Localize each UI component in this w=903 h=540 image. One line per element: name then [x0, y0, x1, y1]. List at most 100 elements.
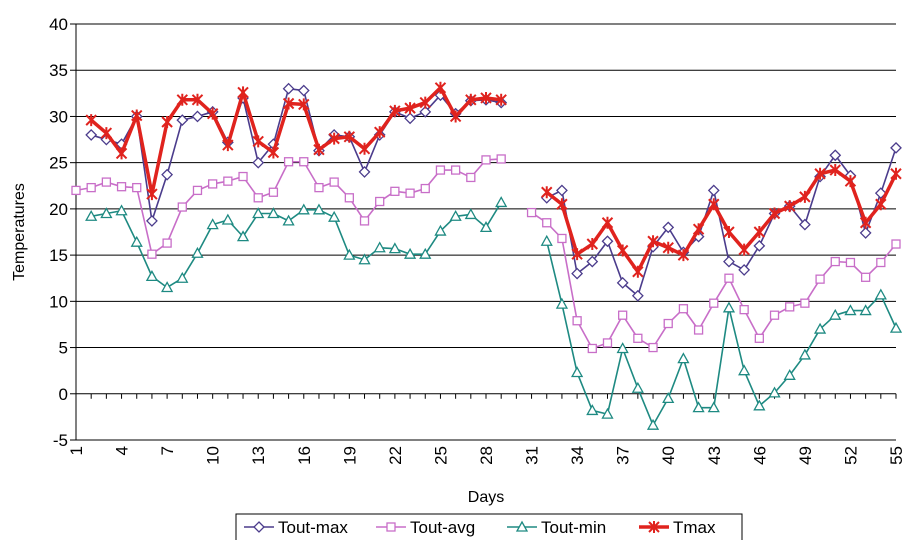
- data-point: [314, 182, 324, 193]
- data-point: [678, 304, 689, 314]
- data-point: [390, 186, 400, 196]
- data-point: [662, 221, 675, 234]
- data-point: [601, 407, 614, 419]
- y-tick-label: 20: [49, 200, 68, 219]
- y-tick-label: 5: [59, 339, 68, 358]
- data-point: [404, 112, 416, 125]
- data-point: [738, 263, 751, 276]
- series-line: [545, 241, 897, 427]
- x-tick-label: 7: [158, 446, 177, 455]
- data-point: [268, 187, 279, 197]
- data-point: [829, 308, 842, 320]
- data-point: [100, 207, 113, 219]
- data-point: [358, 253, 371, 265]
- y-tick-label: 0: [59, 385, 68, 404]
- data-point: [146, 214, 158, 227]
- data-point: [464, 208, 477, 220]
- data-point: [253, 193, 263, 203]
- data-point: [692, 401, 705, 413]
- data-point: [693, 325, 704, 335]
- data-point: [465, 93, 477, 106]
- data-point: [845, 257, 856, 268]
- data-point: [282, 214, 295, 226]
- data-point: [237, 86, 249, 99]
- series-line: [90, 87, 502, 222]
- data-point: [769, 310, 780, 320]
- data-point: [586, 255, 599, 268]
- x-tick-label: 1: [67, 446, 86, 455]
- data-point: [449, 209, 462, 221]
- data-point: [191, 110, 204, 123]
- data-point: [328, 210, 341, 222]
- data-point: [633, 333, 643, 343]
- data-point: [161, 115, 173, 128]
- data-point: [283, 157, 294, 167]
- data-point: [495, 93, 507, 106]
- data-point: [344, 193, 354, 203]
- data-point: [723, 255, 735, 268]
- data-point: [738, 364, 751, 376]
- data-point: [753, 239, 766, 252]
- y-tick-label: 15: [49, 246, 68, 265]
- data-point: [663, 318, 673, 329]
- data-point: [238, 171, 248, 182]
- data-point: [662, 241, 674, 254]
- data-point: [860, 272, 871, 282]
- data-point: [85, 114, 97, 127]
- x-tick-label: 22: [386, 446, 405, 465]
- data-point: [646, 418, 660, 430]
- data-point: [329, 177, 339, 187]
- data-point: [829, 149, 842, 162]
- y-axis-ticks: -5 0 5 10 15 20 25 30 35 40: [49, 15, 76, 450]
- data-point: [267, 207, 280, 219]
- legend-marker: [515, 520, 529, 532]
- data-point: [176, 93, 189, 106]
- data-point: [434, 81, 447, 94]
- data-point: [556, 184, 568, 197]
- y-tick-label: 40: [49, 15, 68, 34]
- data-point: [282, 97, 295, 110]
- data-point: [571, 267, 584, 280]
- data-point: [298, 98, 310, 111]
- data-point: [176, 114, 189, 127]
- x-tick-label: 40: [659, 446, 678, 465]
- data-point: [419, 247, 432, 259]
- data-point: [800, 298, 810, 308]
- data-point: [131, 109, 143, 122]
- x-axis-title: Days: [468, 489, 504, 506]
- data-point: [480, 91, 492, 104]
- series-tmax: [85, 81, 902, 278]
- data-point: [754, 333, 764, 343]
- data-point: [555, 297, 569, 309]
- data-point: [145, 270, 159, 282]
- data-point: [162, 238, 172, 248]
- y-axis-title: Temperatures: [11, 183, 28, 281]
- data-point: [343, 130, 356, 143]
- data-point: [647, 235, 659, 248]
- legend-label: Tout-avg: [410, 518, 475, 537]
- data-point: [404, 102, 416, 115]
- data-point: [177, 202, 187, 212]
- x-tick-label: 25: [431, 446, 450, 465]
- data-point: [662, 392, 675, 404]
- x-tick-label: 55: [887, 446, 903, 465]
- data-point: [466, 172, 476, 183]
- x-tick-label: 16: [295, 446, 314, 465]
- data-point: [299, 157, 309, 167]
- data-point: [71, 185, 81, 196]
- data-point: [375, 196, 385, 207]
- data-point: [191, 246, 204, 258]
- data-point: [632, 265, 644, 278]
- data-point: [403, 247, 417, 259]
- data-point: [222, 139, 234, 152]
- data-point: [876, 257, 886, 268]
- data-point: [481, 155, 491, 165]
- data-point: [147, 249, 157, 259]
- data-point: [358, 165, 371, 178]
- data-point: [829, 164, 841, 177]
- data-point: [221, 213, 234, 225]
- data-point: [161, 168, 174, 181]
- data-point: [132, 182, 142, 193]
- data-point: [496, 154, 506, 164]
